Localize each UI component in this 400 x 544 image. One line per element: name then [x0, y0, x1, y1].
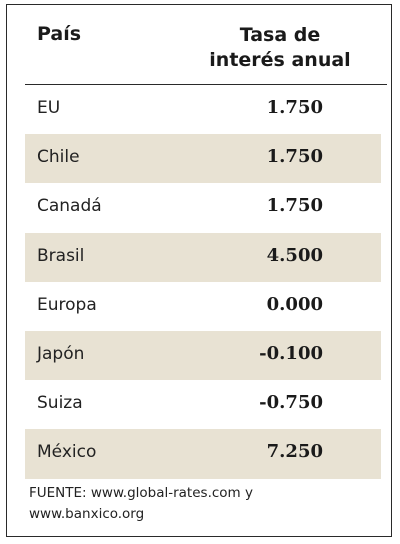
source-line1: FUENTE: www.global-rates.com y [29, 485, 253, 501]
country-cell: Suiza [37, 393, 83, 414]
country-cell: Europa [37, 294, 97, 315]
source-line2: www.banxico.org [29, 506, 145, 522]
table-row: EU 1.750 [25, 85, 381, 134]
table-row: Canadá 1.750 [25, 183, 381, 232]
rate-cell: 7.250 [266, 441, 323, 463]
rate-cell: 0.000 [266, 293, 323, 315]
table-header: País Tasa de interés anual [25, 15, 387, 85]
header-rate-line1: Tasa de [239, 24, 321, 46]
table-row: Europa 0.000 [25, 282, 381, 331]
country-cell: Chile [37, 147, 80, 168]
country-cell: EU [37, 98, 61, 118]
country-cell: México [37, 442, 97, 463]
table-row: Brasil 4.500 [25, 232, 381, 282]
table-body: EU 1.750 Chile 1.750 Canadá 1.750 Brasil… [25, 85, 381, 479]
rate-cell: 1.750 [266, 97, 323, 118]
rate-cell: 1.750 [266, 146, 323, 168]
header-rate-line2: interés anual [209, 49, 351, 71]
table-frame: País Tasa de interés anual EU 1.750 Chil… [6, 4, 392, 537]
rate-cell: 4.500 [266, 244, 323, 266]
source-note: FUENTE: www.global-rates.com y www.banxi… [29, 483, 379, 525]
table-row: Suiza -0.750 [25, 380, 381, 429]
country-cell: Japón [37, 343, 85, 364]
table-row: México 7.250 [25, 429, 381, 479]
rate-cell: 1.750 [266, 195, 323, 217]
country-cell: Brasil [37, 245, 85, 266]
header-country: País [37, 23, 82, 45]
rate-cell: -0.750 [259, 392, 323, 414]
table-row: Chile 1.750 [25, 134, 381, 184]
header-rate: Tasa de interés anual [195, 23, 365, 73]
table-row: Japón -0.100 [25, 330, 381, 381]
country-cell: Canadá [37, 196, 102, 217]
rate-cell: -0.100 [259, 342, 323, 364]
